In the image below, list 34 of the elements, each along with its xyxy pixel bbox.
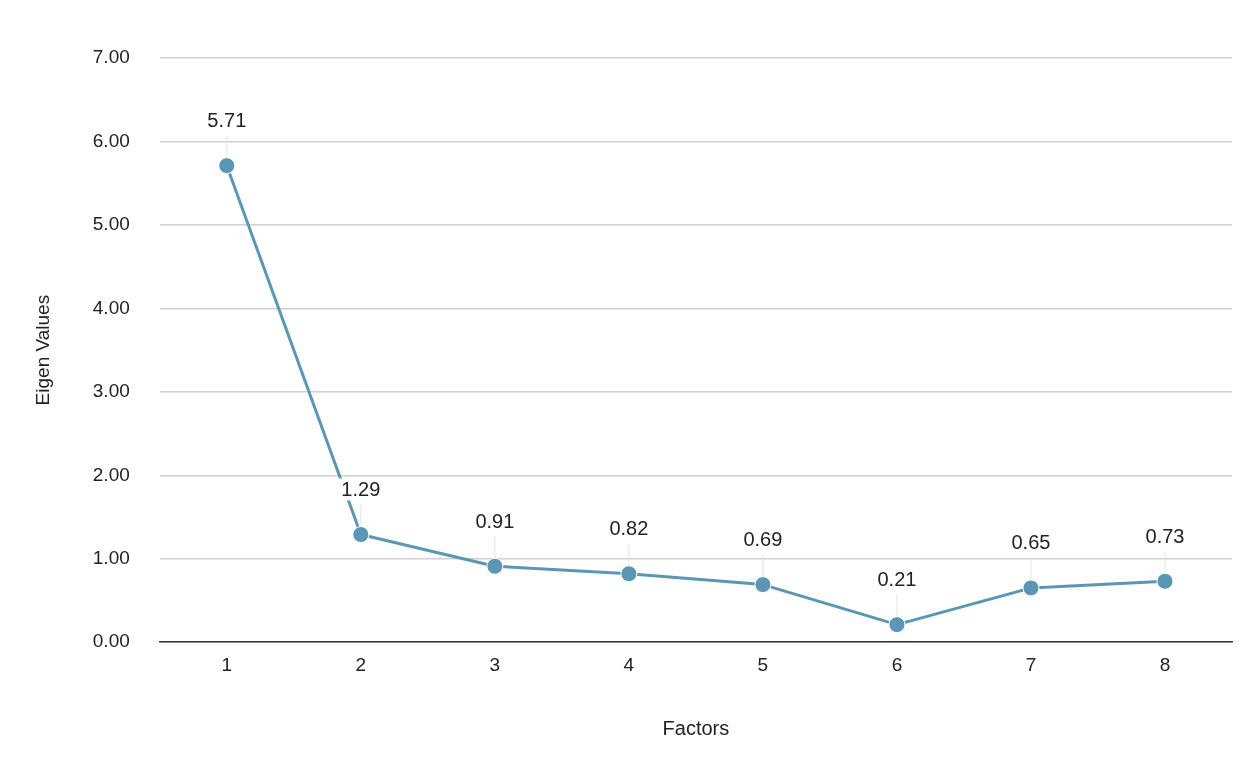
x-axis-title: Factors [662,716,730,739]
point [218,157,236,175]
y-tick-label: 1.00 [92,546,130,568]
x-tick-label: 3 [489,653,501,675]
y-tick-label: 3.00 [92,380,130,402]
y-tick-label: 5.00 [92,213,130,235]
y-tick-label: 2.00 [92,463,130,485]
data-label: 0.73 [1145,524,1185,547]
point [754,576,772,594]
y-axis-title: Eigen Values [31,294,53,406]
point [486,557,504,575]
x-tick-label: 5 [757,653,769,675]
data-label: 0.21 [877,568,917,591]
point [352,526,370,544]
x-tick-label: 2 [355,653,367,675]
point [888,616,906,634]
data-label: 0.91 [475,509,515,532]
data-label: 0.69 [743,528,783,551]
data-label: 0.65 [1011,531,1051,554]
x-tick-label: 1 [221,653,233,675]
y-tick-label: 7.00 [92,46,130,68]
x-tick-label: 4 [623,653,635,675]
point [1156,572,1174,590]
point [1022,579,1040,597]
y-tick-label: 6.00 [92,129,130,151]
data-label: 5.71 [207,109,247,132]
y-tick-label: 4.00 [92,296,130,318]
data-label: 1.29 [341,478,381,501]
data-label: 0.82 [609,517,649,540]
x-tick-label: 7 [1025,653,1037,675]
point [620,565,638,583]
y-tick-label: 0.00 [92,630,130,652]
x-tick-label: 8 [1159,653,1171,675]
x-tick-label: 6 [891,653,903,675]
